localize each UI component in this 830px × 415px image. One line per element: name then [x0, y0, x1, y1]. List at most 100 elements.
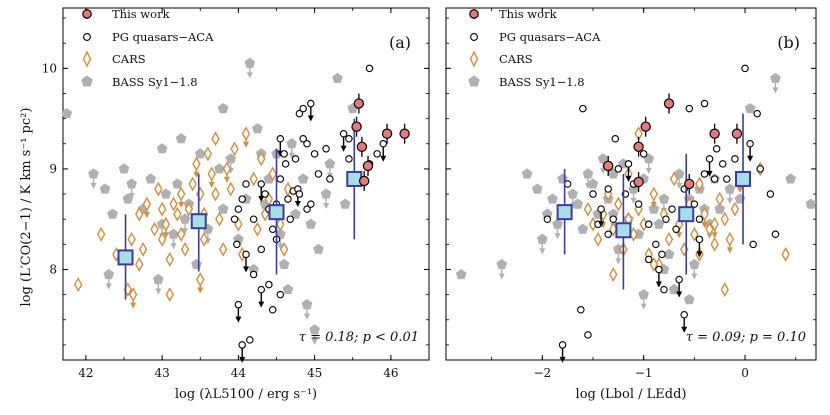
bass-marker	[282, 283, 294, 295]
pg-marker	[644, 255, 653, 264]
panel-a-frame	[62, 7, 430, 361]
pg-marker	[700, 99, 709, 108]
cars-marker	[196, 272, 205, 287]
pg-point	[563, 180, 572, 188]
pg-point	[299, 134, 307, 143]
bass-marker	[496, 258, 508, 269]
this-work-point	[362, 155, 374, 176]
bass-point	[805, 198, 817, 209]
legend-cars: CARS	[469, 50, 533, 68]
pg-marker	[291, 155, 300, 163]
upper-limit-head	[498, 273, 505, 280]
pg-point	[766, 190, 775, 198]
pg-marker	[276, 175, 285, 183]
bass-marker	[770, 72, 781, 83]
bass-point	[61, 107, 73, 119]
cars-marker	[207, 166, 216, 182]
pg-marker	[662, 215, 670, 223]
panel-a-ticks: 42 43 44 45 46 8 9 10	[42, 8, 430, 380]
bass-marker	[521, 168, 533, 179]
pg-marker	[753, 109, 761, 118]
upper-limit-head	[726, 247, 733, 254]
upper-limit-head	[143, 212, 150, 219]
upper-limit-head	[162, 232, 169, 239]
legend-cars: CARS	[82, 50, 146, 68]
pg-marker	[257, 285, 265, 294]
x-tick-label: 43	[154, 366, 169, 380]
upper-limit-head	[676, 182, 683, 189]
pg-marker	[314, 170, 323, 178]
upper-limit-head	[105, 283, 112, 290]
pg-marker	[756, 165, 764, 173]
pg-point	[233, 240, 241, 249]
upper-limit-head	[130, 302, 137, 309]
bass-marker	[175, 133, 187, 144]
pg-marker	[563, 180, 572, 188]
cars-marker	[700, 206, 709, 222]
cars-marker	[614, 196, 623, 212]
pg-point	[611, 134, 620, 143]
bass-point	[648, 203, 660, 214]
legend-this-work: This work	[82, 7, 171, 21]
upper-limit-head	[258, 196, 265, 202]
bass-point	[244, 57, 256, 79]
upper-limit-head	[288, 152, 295, 159]
cars-marker	[127, 231, 136, 247]
cars-point	[207, 166, 216, 188]
pg-marker	[712, 145, 721, 153]
bass-marker	[244, 57, 256, 68]
upper-limit-head	[243, 266, 249, 273]
bass-marker	[153, 273, 164, 285]
bass-point	[214, 163, 225, 174]
this-work-point	[709, 123, 720, 144]
pg-marker	[299, 104, 307, 113]
upper-limit-head	[243, 141, 249, 148]
bass-point	[309, 324, 320, 345]
pg-point	[680, 310, 688, 333]
bass-point	[663, 248, 675, 259]
pg-marker	[257, 180, 265, 188]
cars-point	[173, 206, 182, 222]
binned-marker	[678, 206, 695, 223]
upper-limit-head	[559, 356, 566, 363]
x-tick-label: 0	[741, 366, 749, 380]
legend-bass: BASS Sy1−1.8	[81, 75, 198, 89]
cars-point	[664, 231, 674, 247]
this-work-marker	[399, 128, 410, 139]
cars-marker	[268, 166, 277, 182]
cars-point	[649, 186, 659, 209]
legend-pg: PG quasars−ACA	[83, 30, 214, 44]
cars-point	[157, 201, 167, 217]
pg-marker	[265, 280, 273, 289]
this-work-point	[353, 93, 365, 114]
pg-point	[268, 305, 277, 314]
pg-point	[291, 155, 300, 163]
cars-point	[705, 221, 714, 237]
legend-pg: PG quasars−ACA	[470, 30, 601, 44]
pg-point	[249, 270, 258, 279]
pg-marker	[257, 245, 265, 254]
panel-a-stat: τ = 0.18; p < 0.01	[299, 330, 419, 345]
pg-point	[675, 275, 683, 298]
cars-marker	[720, 282, 729, 298]
pg-point	[314, 170, 323, 178]
pg-marker	[672, 225, 680, 234]
bass-point	[252, 123, 263, 134]
panel-a-label: (a)	[389, 33, 411, 52]
pg-marker	[589, 190, 597, 198]
x-tick-label: 44	[231, 366, 247, 380]
pg-marker	[261, 190, 269, 198]
pg-marker	[276, 290, 285, 299]
pg-point	[261, 190, 269, 198]
cars-marker	[150, 221, 159, 237]
bass-marker	[683, 294, 695, 305]
pg-marker	[723, 175, 731, 183]
legend-pg-text: PG quasars−ACA	[112, 30, 214, 44]
pg-marker	[242, 250, 250, 259]
pg-point	[624, 160, 633, 182]
bass-point	[572, 198, 584, 209]
bass-point	[714, 203, 726, 214]
cars-point	[135, 206, 144, 222]
cars-marker	[715, 191, 724, 207]
pg-point	[280, 150, 288, 158]
